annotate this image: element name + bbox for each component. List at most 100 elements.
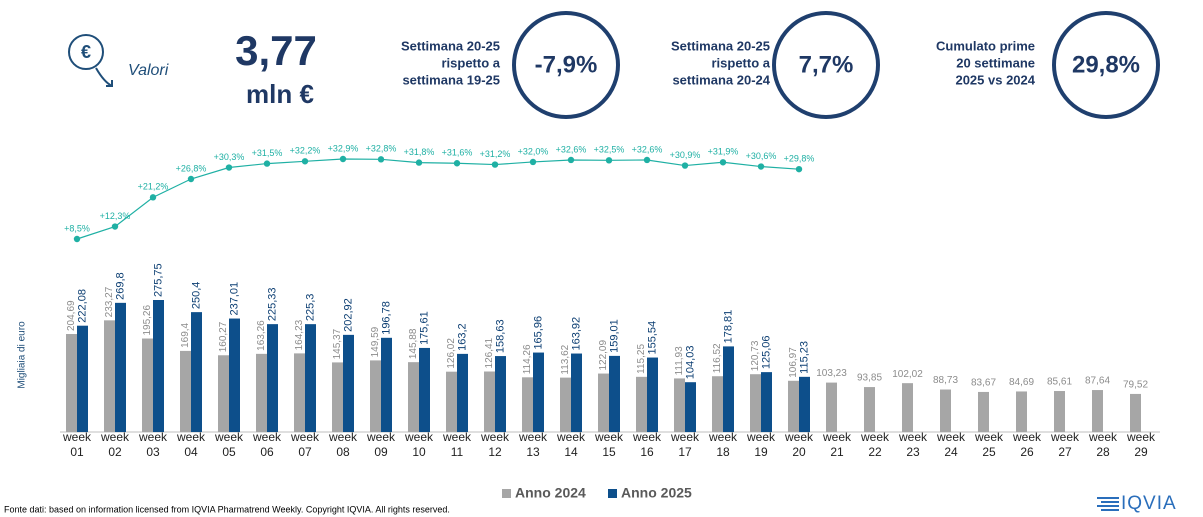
bar xyxy=(723,346,734,432)
growth-label: +29,8% xyxy=(784,154,815,164)
total: 3,77 xyxy=(235,27,317,74)
kpi-text: rispetto a xyxy=(711,55,770,70)
value-label: 158,63 xyxy=(494,319,506,353)
kpi-text: rispetto a xyxy=(441,55,500,70)
legend-swatch xyxy=(608,489,617,498)
bar xyxy=(674,378,685,432)
value-label: 196,78 xyxy=(380,301,392,335)
bar xyxy=(560,377,571,432)
bar xyxy=(180,350,191,432)
value-label: 126,41 xyxy=(484,337,495,368)
growth-label: +12,3% xyxy=(100,211,131,221)
growth-label: +30,6% xyxy=(746,151,777,161)
bar xyxy=(191,312,202,432)
value-label: 106,97 xyxy=(788,347,799,378)
value-label: 169,4 xyxy=(180,322,191,347)
bar xyxy=(902,383,913,432)
value-label: 237,01 xyxy=(228,282,240,316)
growth-label: +30,3% xyxy=(214,152,245,162)
growth-label: +32,9% xyxy=(328,143,359,153)
kpi-circle xyxy=(772,11,880,119)
bar xyxy=(457,353,468,432)
value-label: 163,26 xyxy=(256,320,267,351)
x-tick-label: week 15 xyxy=(594,430,623,459)
value-label: 102,02 xyxy=(892,369,923,380)
bar xyxy=(761,372,772,432)
growth-point xyxy=(377,156,385,163)
bar xyxy=(533,352,544,432)
value-label: 87,64 xyxy=(1085,376,1110,387)
value-label: 113,62 xyxy=(560,344,571,374)
bar xyxy=(598,373,609,432)
bar xyxy=(267,324,278,432)
bar xyxy=(218,355,229,432)
value-label: 103,23 xyxy=(816,368,847,379)
bar xyxy=(571,353,582,432)
kpi-text: Settimana 20-25 xyxy=(671,38,770,53)
growth-point xyxy=(415,159,423,166)
logo: IQVIA xyxy=(1121,493,1177,514)
value-label: 125,06 xyxy=(760,335,772,369)
bar xyxy=(305,324,316,432)
value-label: 163,2 xyxy=(456,323,468,351)
bar xyxy=(636,376,647,432)
bar xyxy=(66,334,77,432)
x-tick-label: week 03 xyxy=(138,430,167,459)
growth-label: +32,6% xyxy=(556,144,587,154)
x-tick-label: week 01 xyxy=(62,430,91,459)
bar xyxy=(685,382,696,432)
kpi-text: 2025 vs 2024 xyxy=(955,72,1035,87)
bar xyxy=(788,380,799,432)
value-label: 145,37 xyxy=(332,328,343,359)
bar xyxy=(484,371,495,432)
unit: mln € xyxy=(246,79,314,109)
bar xyxy=(1054,391,1065,432)
x-tick-label: week 29 xyxy=(1126,430,1155,459)
kpi-text: settimana 20-24 xyxy=(672,72,770,87)
bar xyxy=(750,374,761,432)
value-label: 195,26 xyxy=(142,305,153,336)
growth-label: +30,9% xyxy=(670,150,701,160)
kpi-circle xyxy=(1052,11,1160,119)
growth-point xyxy=(681,162,689,169)
growth-point xyxy=(301,158,309,165)
value-label: 178,81 xyxy=(722,310,734,344)
growth-point xyxy=(491,161,499,168)
bar xyxy=(77,325,88,432)
y-axis-label: Migliaia di euro xyxy=(17,321,28,389)
value-label: 104,03 xyxy=(684,346,696,380)
value-label: 250,4 xyxy=(190,282,202,310)
value-label: 202,92 xyxy=(342,298,354,332)
x-tick-label: week 10 xyxy=(404,430,433,459)
x-tick-label: week 28 xyxy=(1088,430,1117,459)
bar xyxy=(115,302,126,432)
value-label: 88,73 xyxy=(933,375,958,386)
value-label: 225,33 xyxy=(266,287,278,321)
legend-label: Anno 2025 xyxy=(621,485,692,501)
bar xyxy=(142,338,153,432)
bar xyxy=(294,353,305,432)
bar xyxy=(799,376,810,432)
growth-label: +32,2% xyxy=(290,146,321,156)
bar xyxy=(370,360,381,432)
legend-swatch xyxy=(502,489,511,498)
x-tick-label: week 19 xyxy=(746,430,775,459)
bar xyxy=(864,387,875,432)
growth-point xyxy=(111,223,119,230)
growth-point xyxy=(263,160,271,167)
growth-label: +8,5% xyxy=(64,223,90,233)
value-label: 145,88 xyxy=(408,328,419,359)
x-tick-label: week 24 xyxy=(936,430,965,459)
x-tick-label: week 11 xyxy=(442,430,471,459)
value-label: 93,85 xyxy=(857,373,882,384)
growth-label: +31,9% xyxy=(708,147,739,157)
value-label: 164,23 xyxy=(294,319,305,350)
bar xyxy=(1092,390,1103,432)
x-tick-label: week 20 xyxy=(784,430,813,459)
value-label: 115,23 xyxy=(798,341,810,374)
value-label: 225,3 xyxy=(304,294,316,322)
growth-point xyxy=(757,163,765,170)
growth-point xyxy=(187,175,195,183)
